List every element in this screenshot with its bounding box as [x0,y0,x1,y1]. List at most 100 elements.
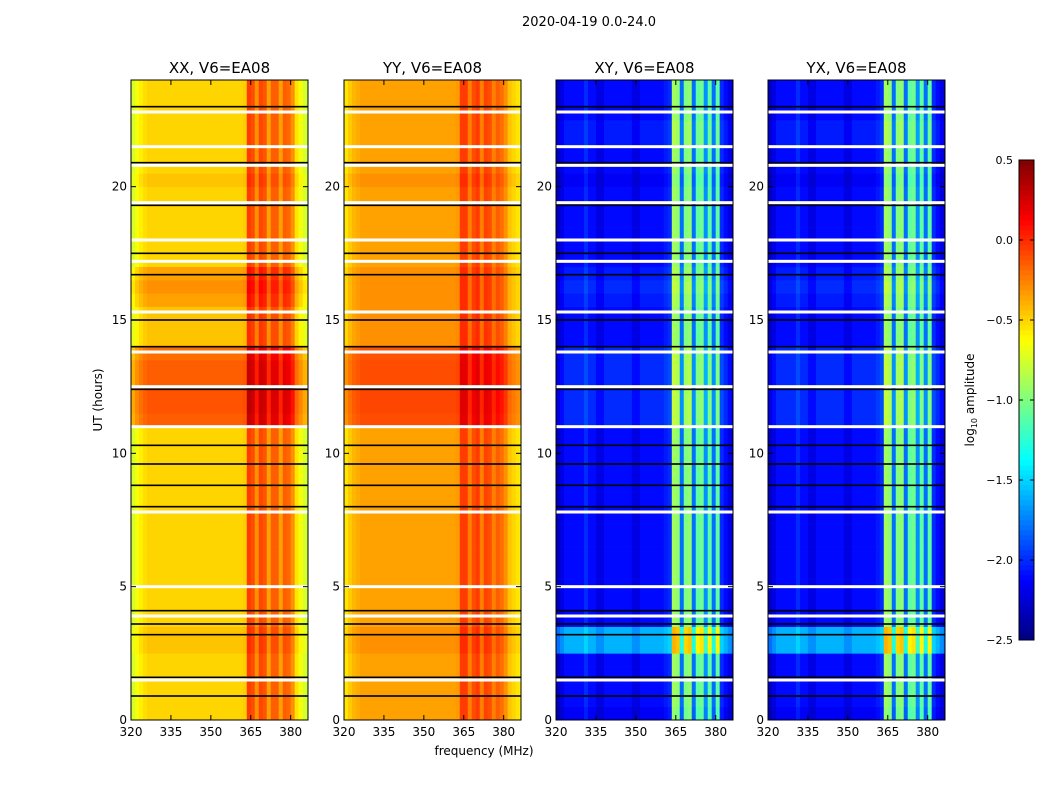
heatmap-cell [306,320,309,334]
heatmap-cell [511,320,516,334]
heatmap-cell [451,666,457,681]
heatmap-cell [238,80,244,94]
heatmap-cell [138,680,144,694]
heatmap-cell [487,613,493,627]
heatmap-cell [242,706,248,721]
heatmap-cell [302,653,307,667]
heatmap-cell [467,426,473,441]
heatmap-cell [214,93,220,107]
heatmap-cell [254,293,260,307]
heatmap-cell [134,200,140,214]
heatmap-cell [238,480,244,494]
heatmap-cell [495,453,501,467]
heatmap-cell [443,93,449,107]
heatmap-cell [559,600,565,614]
heatmap-cell [459,613,465,627]
heatmap-cell [431,626,437,641]
heatmap-cell [270,93,276,107]
heatmap-cell [587,653,593,667]
heatmap-cell [230,93,236,107]
heatmap-cell [391,693,397,707]
heatmap-cell [435,653,441,667]
heatmap-cell [483,426,489,441]
heatmap-cell [655,626,661,641]
heatmap-cell [258,466,264,481]
heatmap-cell [210,333,216,347]
heatmap-cell [511,573,516,587]
heatmap-cell [675,560,681,574]
heatmap-cell [511,426,516,441]
heatmap-cell [344,386,349,401]
heatmap-cell [567,600,573,614]
heatmap-cell [395,373,401,387]
heatmap-cell [258,480,264,494]
heatmap-cell [242,693,248,707]
heatmap-cell [150,533,156,547]
heatmap-cell [435,413,441,427]
heatmap-cell [262,600,268,614]
heatmap-cell [431,133,437,147]
heatmap-cell [423,440,429,454]
heatmap-cell [238,386,244,401]
heatmap-cell [286,200,291,214]
heatmap-cell [138,666,144,681]
heatmap-cell [483,706,489,721]
heatmap-cell [395,226,401,241]
heatmap-cell [344,440,349,454]
heatmap-cell [186,120,192,134]
heatmap-cell [507,666,512,681]
heatmap-cell [142,586,148,601]
heatmap-cell [194,426,200,441]
heatmap-cell [250,560,256,574]
heatmap-cell [471,413,477,427]
heatmap-cell [423,240,429,254]
heatmap-cell [563,560,569,574]
heatmap-cell [367,493,373,507]
heatmap-cell [391,213,397,227]
heatmap-cell [302,573,307,587]
heatmap-cell [375,226,381,241]
heatmap-cell [190,280,196,294]
heatmap-cell [250,320,256,334]
heatmap-cell [515,386,520,401]
heatmap-cell [230,293,236,307]
heatmap-cell [174,600,180,614]
heatmap-cell [226,493,232,507]
heatmap-cell [495,426,501,441]
heatmap-cell [443,626,449,641]
heatmap-cell [463,706,469,721]
heatmap-cell [258,133,264,147]
heatmap-cell [483,240,489,254]
heatmap-cell [222,200,228,214]
heatmap-cell [367,680,373,694]
heatmap-cell [226,440,232,454]
flag-line [131,484,308,487]
heatmap-cell [142,466,148,481]
heatmap-cell [379,373,385,387]
heatmap-cell [206,640,212,654]
heatmap-cell [174,293,180,307]
heatmap-cell [226,226,232,241]
heatmap-cell [150,706,156,721]
heatmap-cell [643,680,649,694]
heatmap-cell [375,626,381,641]
heatmap-cell [627,586,633,601]
heatmap-cell [643,640,649,654]
heatmap-cell [162,280,168,294]
heatmap-cell [351,706,357,721]
heatmap-cell [134,426,140,441]
heatmap-cell [455,613,461,627]
heatmap-cell [483,653,489,667]
heatmap-cell [459,560,465,574]
heatmap-cell [679,693,685,707]
heatmap-cell [258,293,264,307]
heatmap-cell [419,440,425,454]
heatmap-cell [559,693,565,707]
heatmap-cell [290,333,295,347]
heatmap-cell [359,360,365,374]
heatmap-cell [198,533,204,547]
heatmap-cell [270,120,276,134]
heatmap-cell [198,120,204,134]
heatmap-cell [214,493,220,507]
heatmap-cell [383,173,389,187]
